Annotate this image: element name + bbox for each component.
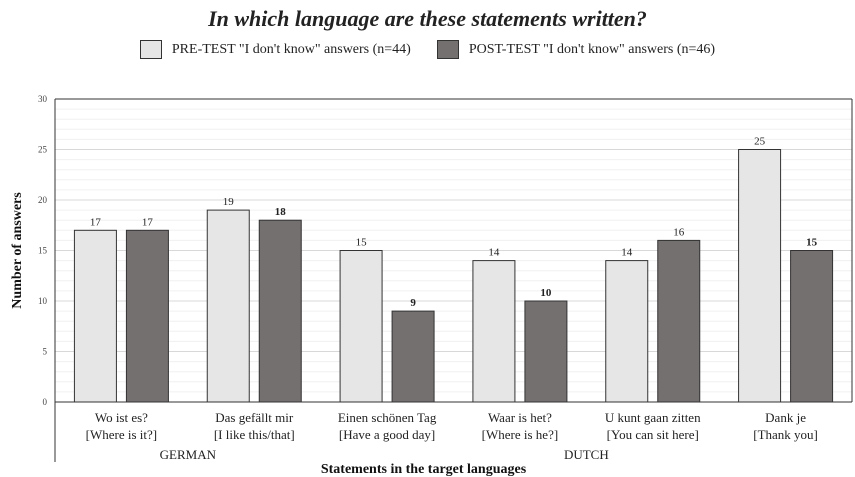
x-category-label: Wo ist es? — [95, 410, 148, 425]
data-label-post-test: 15 — [806, 237, 818, 249]
y-tick-label: 30 — [38, 94, 48, 104]
x-category-translation: [Thank you] — [753, 427, 818, 442]
legend-swatch-pre-test — [139, 40, 162, 59]
bar-post-test — [790, 250, 834, 403]
x-category-label: U kunt gaan zitten — [605, 410, 701, 425]
y-tick-label: 25 — [38, 145, 48, 155]
y-tick-label: 0 — [43, 397, 48, 407]
legend-label-pre-test: PRE-TEST "I don't know" answers (n=44) — [171, 41, 411, 57]
bar-post-test — [258, 219, 302, 403]
legend-label-post-test: POST-TEST "I don't know" answers (n=46) — [468, 41, 716, 57]
chart-title: In which language are these statements w… — [208, 6, 647, 31]
y-tick-label: 5 — [43, 347, 48, 357]
x-category-label: Einen schönen Tag — [338, 410, 437, 425]
data-label-pre-test: 19 — [223, 196, 235, 208]
bar-post-test — [524, 300, 568, 403]
group-label-german: GERMAN — [160, 447, 217, 462]
group-label-dutch: DUTCH — [564, 447, 609, 462]
data-label-post-test: 10 — [540, 287, 552, 299]
data-label-pre-test: 15 — [356, 237, 368, 249]
data-label-post-test: 18 — [275, 206, 287, 218]
legend: PRE-TEST "I don't know" answers (n=44) P… — [0, 40, 855, 59]
bar-post-test — [125, 229, 169, 403]
data-label-post-test: 17 — [142, 216, 154, 228]
legend-item-pre-test: PRE-TEST "I don't know" answers (n=44) — [139, 40, 411, 59]
y-axis-title: Number of answers — [10, 192, 25, 309]
x-category-translation: [I like this/that] — [214, 427, 295, 442]
data-label-pre-test: 17 — [90, 216, 102, 228]
bar-pre-test — [339, 250, 383, 403]
x-category-label: Dank je — [765, 410, 806, 425]
y-tick-label: 10 — [38, 296, 48, 306]
data-label-pre-test: 25 — [754, 136, 766, 148]
data-label-pre-test: 14 — [488, 247, 500, 259]
legend-item-post-test: POST-TEST "I don't know" answers (n=46) — [436, 40, 716, 59]
bar-post-test — [391, 310, 435, 403]
bar-pre-test — [472, 260, 516, 403]
x-category-label: Das gefällt mir — [215, 410, 294, 425]
legend-swatch-post-test — [436, 40, 459, 59]
bar-pre-test — [605, 260, 649, 403]
bar-pre-test — [206, 209, 250, 403]
bar-pre-test — [738, 149, 782, 403]
x-category-label: Waar is het? — [488, 410, 552, 425]
data-label-post-test: 9 — [410, 297, 416, 309]
y-tick-label: 20 — [38, 195, 48, 205]
x-category-translation: [Have a good day] — [339, 427, 435, 442]
x-category-translation: [Where is it?] — [86, 427, 157, 442]
bar-pre-test — [73, 229, 117, 403]
data-label-pre-test: 14 — [621, 247, 633, 259]
x-axis-title: Statements in the target languages — [321, 462, 527, 477]
y-tick-label: 15 — [38, 246, 48, 256]
x-category-translation: [Where is he?] — [482, 427, 559, 442]
bar-post-test — [657, 239, 701, 403]
data-label-post-test: 16 — [673, 226, 685, 238]
x-category-translation: [You can sit here] — [607, 427, 699, 442]
